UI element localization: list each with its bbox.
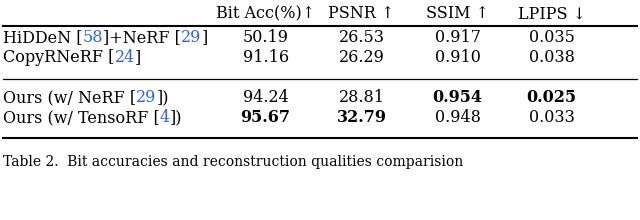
Text: 50.19: 50.19 (243, 29, 289, 46)
Text: 26.53: 26.53 (339, 29, 385, 46)
Text: 4: 4 (160, 110, 170, 126)
Text: LPIPS ↓: LPIPS ↓ (518, 6, 586, 22)
Text: 0.035: 0.035 (529, 29, 575, 46)
Text: PSNR ↑: PSNR ↑ (328, 6, 395, 22)
Text: ]): ]) (170, 110, 182, 126)
Text: Table 2.  Bit accuracies and reconstruction qualities comparision: Table 2. Bit accuracies and reconstructi… (3, 155, 463, 169)
Text: ]: ] (202, 29, 208, 46)
Text: 0.038: 0.038 (529, 50, 575, 66)
Text: Bit Acc(%)↑: Bit Acc(%)↑ (216, 6, 315, 22)
Text: 28.81: 28.81 (339, 90, 385, 106)
Text: ]): ]) (157, 90, 169, 106)
Text: 0.033: 0.033 (529, 110, 575, 126)
Text: ]: ] (135, 50, 141, 66)
Text: 32.79: 32.79 (337, 110, 387, 126)
Text: 29: 29 (181, 29, 202, 46)
Text: 91.16: 91.16 (243, 50, 289, 66)
Text: 0.910: 0.910 (435, 50, 481, 66)
Text: 95.67: 95.67 (241, 110, 291, 126)
Text: Ours (w/ NeRF [: Ours (w/ NeRF [ (3, 90, 136, 106)
Text: CopyRNeRF [: CopyRNeRF [ (3, 50, 115, 66)
Text: 24: 24 (115, 50, 135, 66)
Text: Ours (w/ TensoRF [: Ours (w/ TensoRF [ (3, 110, 160, 126)
Text: HiDDeN [: HiDDeN [ (3, 29, 83, 46)
Text: 0.025: 0.025 (527, 90, 577, 106)
Text: 0.954: 0.954 (433, 90, 483, 106)
Text: 29: 29 (136, 90, 157, 106)
Text: 94.24: 94.24 (243, 90, 289, 106)
Text: 0.917: 0.917 (435, 29, 481, 46)
Text: 26.29: 26.29 (339, 50, 385, 66)
Text: ]+NeRF [: ]+NeRF [ (103, 29, 181, 46)
Text: 58: 58 (83, 29, 103, 46)
Text: 0.948: 0.948 (435, 110, 481, 126)
Text: SSIM ↑: SSIM ↑ (426, 6, 489, 22)
